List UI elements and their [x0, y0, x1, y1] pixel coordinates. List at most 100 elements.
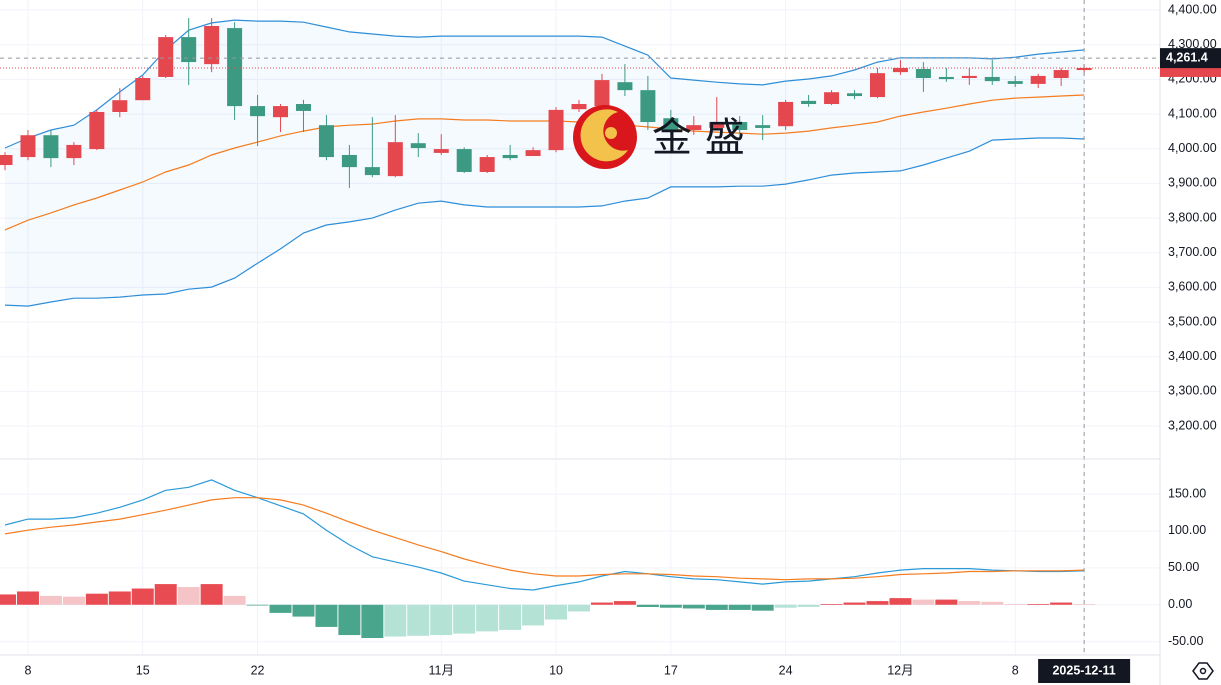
- histogram-bar: [0, 594, 16, 605]
- histogram-bar: [866, 601, 889, 605]
- candle-body: [640, 90, 656, 123]
- candle-body: [755, 125, 771, 128]
- histogram-bar: [16, 591, 39, 605]
- histogram-bar: [728, 604, 751, 610]
- candle-body: [433, 149, 449, 153]
- histogram-bar: [1050, 602, 1073, 605]
- y-tick-label: 4,400.00: [1168, 2, 1217, 16]
- histogram-bar: [682, 604, 705, 609]
- histogram-bar: [590, 602, 613, 605]
- y-tick-label: 3,900.00: [1168, 176, 1217, 190]
- histogram-bar: [545, 604, 568, 620]
- candle-body: [961, 75, 977, 79]
- candle-body: [227, 28, 243, 107]
- histogram-bar: [774, 604, 797, 608]
- candle-body: [181, 37, 197, 63]
- y-tick-label: 3,400.00: [1168, 349, 1217, 363]
- histogram-bar: [200, 584, 223, 605]
- histogram-bar: [223, 595, 246, 605]
- y-tick-label: 4,000.00: [1168, 141, 1217, 155]
- histogram-bar: [751, 604, 774, 611]
- histogram-bar: [361, 604, 384, 639]
- macd-line: [4, 479, 1085, 591]
- candle-body: [43, 135, 59, 159]
- x-tick-label: 24: [779, 663, 793, 677]
- histogram-bar: [108, 591, 131, 605]
- candle-body: [341, 154, 357, 168]
- histogram-bar: [338, 604, 361, 636]
- candle-body: [0, 154, 13, 166]
- candle-body: [1076, 67, 1092, 71]
- candle-body: [548, 109, 564, 151]
- candle-body: [1030, 75, 1046, 84]
- x-tick-label: 15: [136, 663, 150, 677]
- histogram-bar: [912, 599, 935, 605]
- candle-body: [525, 150, 541, 157]
- grid: [0, 0, 1160, 655]
- candle-body: [663, 118, 679, 131]
- histogram-bar: [476, 604, 499, 632]
- candle-body: [571, 104, 587, 110]
- candle-body: [410, 143, 426, 149]
- candle-body: [709, 122, 725, 128]
- settings-icon[interactable]: [1192, 662, 1214, 680]
- candle-body: [617, 82, 633, 91]
- y-tick-label: 0.00: [1168, 597, 1192, 611]
- x-tick-label: 12月: [887, 663, 913, 677]
- histogram-bar: [269, 604, 292, 613]
- histogram-bar: [889, 598, 912, 605]
- y-tick-label: 100.00: [1168, 523, 1206, 537]
- y-tick-label: 3,200.00: [1168, 418, 1217, 432]
- histogram-bar: [292, 604, 315, 617]
- histogram-bar: [1004, 604, 1027, 605]
- y-tick-label: 3,800.00: [1168, 210, 1217, 224]
- x-tick-label: 8: [1012, 663, 1019, 677]
- x-tick-label: 10: [549, 663, 563, 677]
- y-tick-label: 50.00: [1168, 560, 1199, 574]
- y-tick-label: 150.00: [1168, 486, 1206, 500]
- candle-body: [273, 106, 289, 118]
- candle-body: [456, 149, 472, 172]
- candle-body: [915, 68, 931, 79]
- candle-body: [938, 76, 954, 80]
- candle-body: [112, 100, 128, 112]
- candle-body: [892, 67, 908, 73]
- candle-body: [158, 37, 174, 77]
- logo: [573, 105, 637, 169]
- candle-body: [20, 135, 36, 158]
- histogram-bar: [62, 596, 85, 605]
- x-tick-label: 22: [251, 663, 265, 677]
- candle-body: [801, 100, 817, 105]
- histogram-bar: [636, 604, 659, 607]
- histogram-bar: [154, 584, 177, 605]
- axis: 4,400.004,300.004,200.004,100.004,000.00…: [24, 2, 1221, 683]
- settings-hex[interactable]: [1192, 662, 1214, 680]
- candle-body: [686, 125, 702, 131]
- candle-body: [984, 76, 1000, 82]
- histogram-bar: [705, 604, 728, 610]
- histogram-bar: [522, 604, 545, 626]
- logo-dot: [605, 127, 617, 139]
- histogram-bar: [407, 604, 430, 636]
- candle-body: [502, 154, 518, 159]
- candle-body: [135, 78, 151, 101]
- watermark: 金 盛: [652, 115, 745, 161]
- y-tick-label: 3,300.00: [1168, 384, 1217, 398]
- histogram-bar: [843, 602, 866, 605]
- band-fill: [5, 20, 1085, 307]
- candle-body: [824, 92, 840, 105]
- marks: [0, 0, 1160, 655]
- candle-body: [1053, 70, 1069, 79]
- y-tick-label: 3,600.00: [1168, 280, 1217, 294]
- histogram-bar: [453, 604, 476, 634]
- histogram-bar: [384, 604, 407, 637]
- histogram-bar: [499, 604, 522, 630]
- settings-dot[interactable]: [1199, 667, 1207, 675]
- histogram-bar: [1073, 604, 1096, 605]
- candle-body: [594, 80, 610, 107]
- histogram-bar: [958, 601, 981, 605]
- histogram-bar: [430, 604, 453, 636]
- y-tick-label: 4,300.00: [1168, 37, 1217, 51]
- candle-body: [778, 101, 794, 127]
